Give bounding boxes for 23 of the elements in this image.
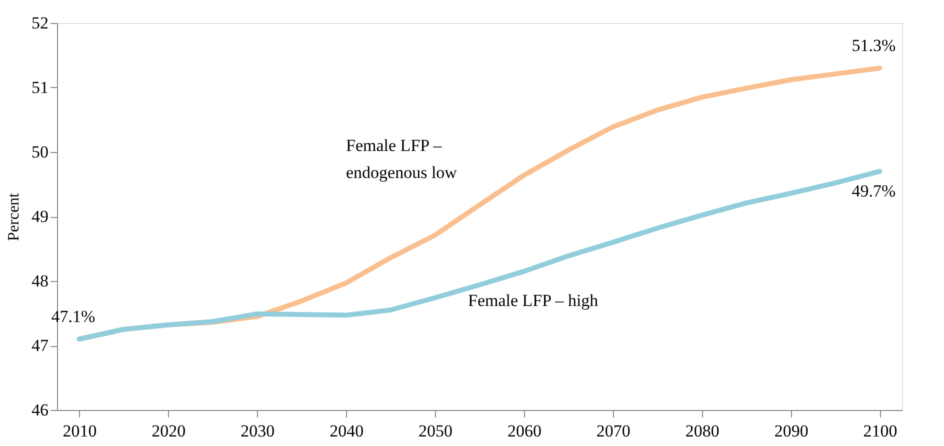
y-axis-title: Percent — [6, 192, 22, 241]
x-tick-label: 2040 — [330, 422, 364, 440]
x-tick-label: 2050 — [418, 422, 453, 440]
annotation: Female LFP – high — [468, 291, 599, 310]
x-tick-label: 2020 — [152, 422, 186, 440]
y-tick-label: 49 — [32, 207, 48, 226]
y-tick-label: 51 — [32, 78, 48, 97]
x-tick-label: 2060 — [507, 422, 542, 440]
y-tick-label: 46 — [32, 400, 48, 420]
x-tick-label: 2070 — [596, 422, 630, 440]
y-tick-label: 48 — [32, 272, 48, 290]
x-tick-label: 2010 — [62, 422, 97, 440]
data-label: 47.1% — [51, 307, 96, 326]
x-tick-label: 2090 — [774, 422, 808, 440]
data-label: 51.3% — [852, 36, 896, 56]
y-tick-label: 52 — [32, 14, 48, 32]
data-label: 49.7% — [852, 181, 896, 200]
x-tick-label: 2080 — [685, 422, 720, 440]
y-tick-label: 50 — [32, 142, 48, 162]
x-tick-label: 2100 — [863, 422, 898, 440]
annotation: Female LFP – endogenous low — [346, 136, 458, 182]
y-tick-label: 47 — [32, 336, 49, 355]
x-tick-label: 2030 — [240, 422, 275, 440]
